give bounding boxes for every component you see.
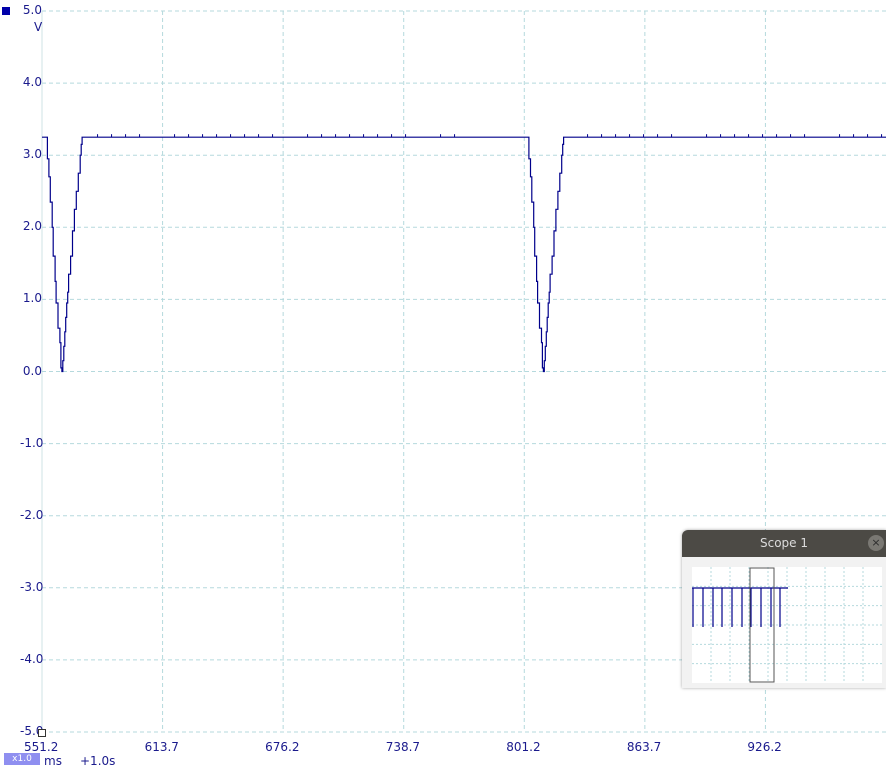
x-tick-label: 551.2 bbox=[24, 740, 59, 754]
corner-handle[interactable] bbox=[38, 729, 46, 737]
x-tick-label: 863.7 bbox=[626, 740, 662, 754]
x-tick-label: 613.7 bbox=[144, 740, 179, 754]
y-tick-label: 3.0 bbox=[22, 147, 42, 162]
y-unit-label: V bbox=[34, 20, 43, 34]
close-icon[interactable]: × bbox=[868, 535, 884, 551]
x-tick-label: 676.2 bbox=[265, 740, 300, 754]
x-tick-label: 926.2 bbox=[747, 740, 782, 754]
overview-view-window bbox=[749, 567, 775, 683]
zoom-badge[interactable]: x1.0 bbox=[4, 753, 40, 765]
y-tick-label: -2.0 bbox=[20, 507, 44, 522]
y-tick-label: 2.0 bbox=[22, 219, 42, 234]
overview-window[interactable]: Scope 1 × bbox=[682, 530, 886, 688]
y-tick-label: 1.0 bbox=[22, 291, 42, 306]
signal-trace bbox=[42, 136, 886, 373]
x-unit-label: ms bbox=[44, 754, 62, 768]
y-tick-label: 0.0 bbox=[22, 363, 42, 378]
y-tick-label: -1.0 bbox=[20, 435, 44, 450]
y-tick-label: -3.0 bbox=[20, 579, 44, 594]
time-offset-label: +1.0s bbox=[80, 754, 116, 768]
channel-marker[interactable] bbox=[2, 7, 10, 15]
y-tick-label: 5.0 bbox=[22, 3, 42, 17]
y-tick-label: -4.0 bbox=[20, 651, 44, 666]
overview-plot[interactable] bbox=[682, 557, 886, 688]
x-tick-label: 801.2 bbox=[506, 740, 541, 754]
y-tick-label: 4.0 bbox=[22, 75, 42, 90]
x-tick-label: 738.7 bbox=[385, 740, 421, 754]
y-tick-label: -5.0 bbox=[20, 724, 44, 738]
overview-title: Scope 1 bbox=[682, 530, 886, 557]
